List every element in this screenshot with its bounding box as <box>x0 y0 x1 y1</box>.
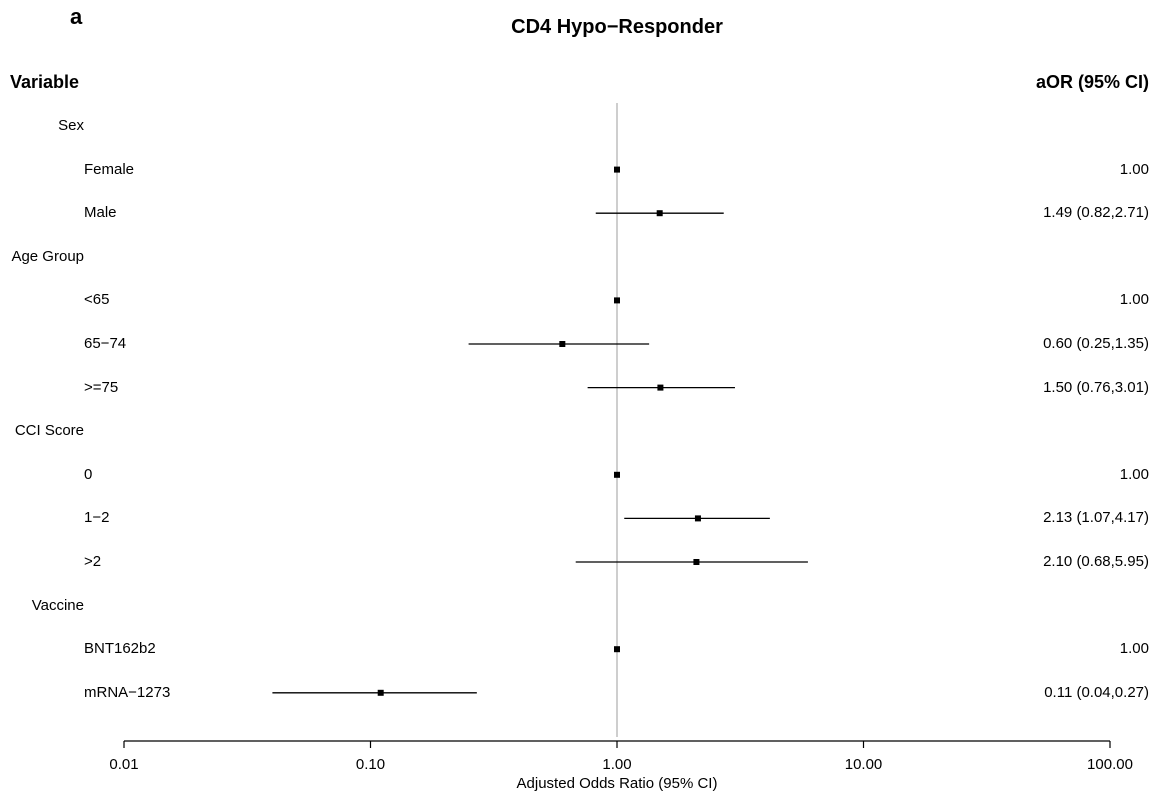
point-estimate <box>614 166 620 173</box>
estimate-text: 1.00 <box>1119 160 1149 178</box>
estimate-column-header: aOR (95% CI) <box>1035 72 1149 92</box>
estimate-text: 2.13 (1.07,4.17) <box>1043 509 1149 527</box>
x-tick-label: 0.01 <box>109 756 139 773</box>
estimate-text: 2.10 (0.68,5.95) <box>1043 553 1149 570</box>
variable-column-header: Variable <box>10 72 80 92</box>
x-tick-label: 1.00 <box>602 756 632 773</box>
x-tick-label: 100.00 <box>1087 756 1133 773</box>
group-label: Vaccine <box>31 596 84 614</box>
panel-label: a <box>70 4 83 29</box>
row-label: >2 <box>84 553 102 570</box>
row-label: 0 <box>84 465 93 483</box>
row-label: Female <box>84 160 135 178</box>
row-label: Male <box>84 204 117 222</box>
estimate-text: 1.50 (0.76,3.01) <box>1043 378 1149 396</box>
point-estimate <box>656 210 663 217</box>
estimate-text: 0.11 (0.04,0.27) <box>1044 683 1149 701</box>
estimate-text: 1.00 <box>1119 640 1149 658</box>
group-label: CCI Score <box>14 422 84 440</box>
estimate-text: 1.00 <box>1119 465 1149 483</box>
chart-title: CD4 Hypo−Responder <box>511 16 723 38</box>
point-estimate <box>614 297 620 304</box>
row-label: mRNA−1273 <box>84 683 171 701</box>
point-estimate <box>377 689 384 696</box>
point-estimate <box>693 559 700 565</box>
point-estimate <box>614 646 620 653</box>
estimate-text: 0.60 (0.25,1.35) <box>1043 335 1149 352</box>
point-estimate <box>614 471 620 478</box>
row-label: <65 <box>84 291 110 309</box>
row-label: BNT162b2 <box>84 640 156 658</box>
point-estimate <box>657 384 664 391</box>
x-tick-label: 10.00 <box>844 756 883 773</box>
point-estimate <box>694 515 701 522</box>
row-label: >=75 <box>84 378 119 396</box>
point-estimate <box>559 341 566 347</box>
x-axis-title: Adjusted Odds Ratio (95% CI) <box>516 775 718 792</box>
estimate-text: 1.00 <box>1119 291 1149 309</box>
group-label: Sex <box>58 117 84 134</box>
row-label: 65−74 <box>84 335 127 352</box>
estimate-text: 1.49 (0.82,2.71) <box>1043 204 1149 222</box>
group-label: Age Group <box>11 247 84 265</box>
x-tick-label: 0.10 <box>355 756 386 773</box>
row-label: 1−2 <box>84 509 110 527</box>
